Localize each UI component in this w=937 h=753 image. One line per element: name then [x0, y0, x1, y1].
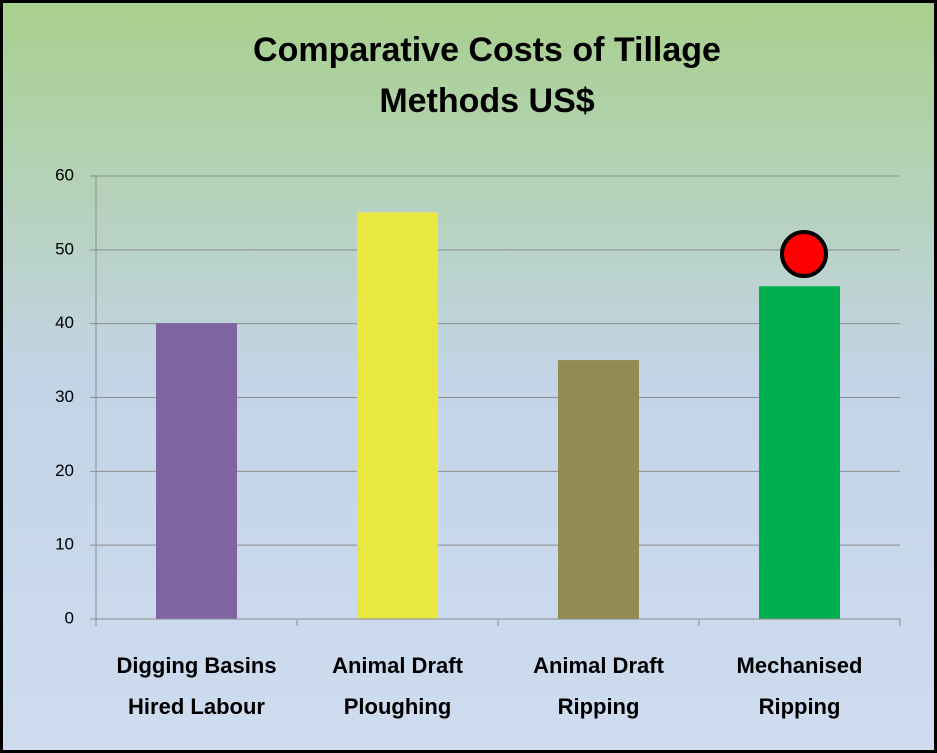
bar: [357, 212, 438, 620]
bar: [759, 286, 840, 620]
y-tick-label: 20: [55, 461, 74, 480]
x-tick-label: Animal Draft: [533, 653, 664, 678]
bar: [156, 323, 237, 620]
y-tick-label: 0: [65, 608, 74, 627]
y-tick-label: 10: [55, 535, 74, 554]
x-tick-label: Ploughing: [344, 694, 452, 719]
x-tick-label: Ripping: [759, 694, 841, 719]
x-tick-label: Digging Basins: [116, 653, 276, 678]
y-tick-label: 50: [55, 239, 74, 258]
x-tick-label: Mechanised: [737, 653, 863, 678]
highlight-marker: [780, 230, 828, 278]
title-line: Methods US$: [379, 82, 594, 120]
plot-area: 0 10 20 30 40 50 60 Digging Basins Hired Labour A…: [55, 165, 901, 719]
x-tick-label: Animal Draft: [332, 653, 463, 678]
bar: [558, 360, 639, 620]
y-tick-label: 40: [55, 313, 74, 332]
chart-title: Comparative Costs of Tillage Methods US$: [253, 31, 721, 120]
x-tick-label: Hired Labour: [128, 694, 265, 719]
y-tick-label: 30: [55, 387, 74, 406]
title-line: Comparative Costs of Tillage: [253, 31, 721, 69]
y-tick-label: 60: [55, 165, 74, 184]
x-tick-label: Ripping: [558, 694, 640, 719]
